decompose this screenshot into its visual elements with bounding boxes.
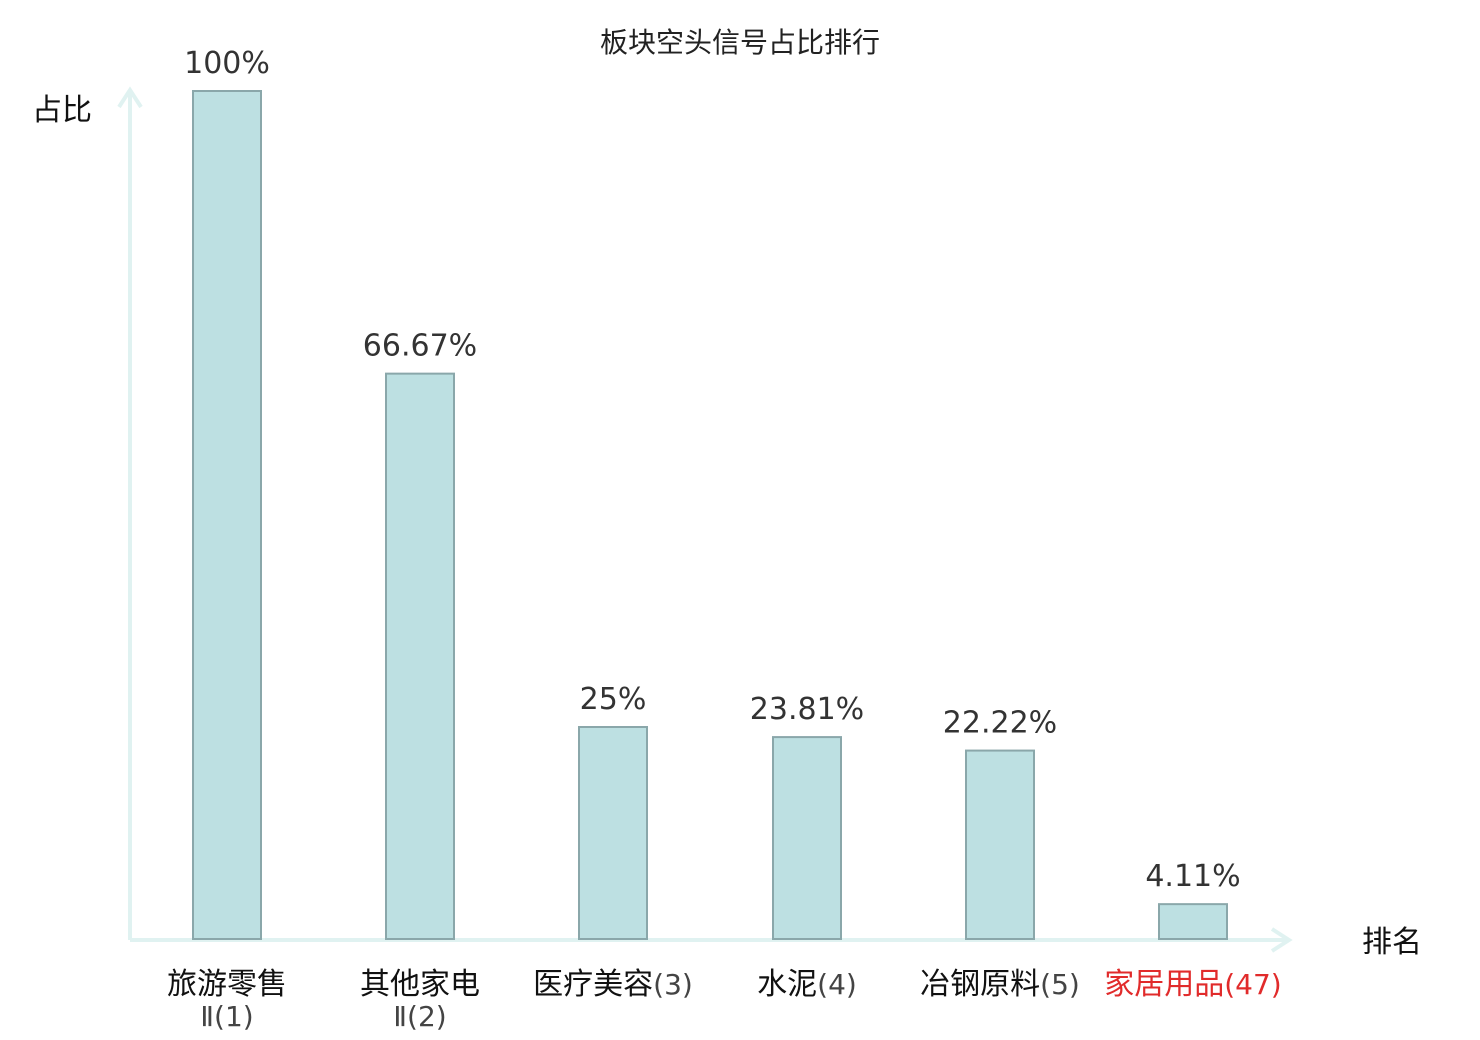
y-axis-label: 占比	[32, 93, 92, 128]
bars-group	[192, 90, 1228, 941]
bar-value-label: 23.81%	[750, 692, 864, 727]
category-rank: (4)	[817, 968, 857, 1001]
category-label: 冶钢原料(5)	[920, 967, 1080, 1002]
category-name: 旅游零售	[167, 967, 287, 1002]
x-axis-arrow	[1270, 927, 1293, 953]
category-name-line: 水泥(4)	[757, 967, 857, 1002]
bar-1	[192, 90, 262, 940]
category-name: 水泥	[757, 967, 817, 1002]
category-name: 其他家电	[360, 967, 480, 1002]
bar-value-label: 4.11%	[1145, 859, 1240, 894]
category-rank: (5)	[1040, 968, 1080, 1001]
category-rank: (3)	[653, 968, 693, 1001]
category-rank: (47)	[1224, 968, 1281, 1001]
y-axis-arrow	[117, 86, 143, 109]
bar-6	[1158, 903, 1228, 941]
bar-value-label: 100%	[184, 46, 270, 81]
category-name: 家居用品	[1104, 967, 1224, 1002]
bar-2	[385, 372, 455, 940]
bar-3	[578, 726, 648, 940]
category-rank: Ⅱ(1)	[200, 1000, 253, 1033]
category-rank: Ⅱ(2)	[393, 1000, 446, 1033]
bar-value-label: 25%	[580, 682, 647, 717]
category-label: 家居用品(47)	[1104, 967, 1281, 1002]
x-axis-label: 排名	[1362, 925, 1422, 960]
bar-5	[965, 749, 1035, 940]
bar-value-label: 66.67%	[363, 329, 477, 364]
category-name-line: 冶钢原料(5)	[920, 967, 1080, 1002]
category-label: 水泥(4)	[757, 967, 857, 1002]
axes	[117, 86, 1293, 953]
bar-value-label: 22.22%	[943, 706, 1057, 741]
category-name-line: 家居用品(47)	[1104, 967, 1281, 1002]
category-name-line: 医疗美容(3)	[533, 967, 693, 1002]
bar-4	[772, 736, 842, 940]
value-labels-group: 100% 66.67% 25% 23.81% 22.22% 4.11%	[184, 46, 1241, 894]
category-name: 医疗美容	[533, 967, 653, 1002]
category-name: 冶钢原料	[920, 967, 1040, 1002]
chart-title: 板块空头信号占比排行	[600, 26, 880, 59]
category-label: 医疗美容(3)	[533, 967, 693, 1002]
